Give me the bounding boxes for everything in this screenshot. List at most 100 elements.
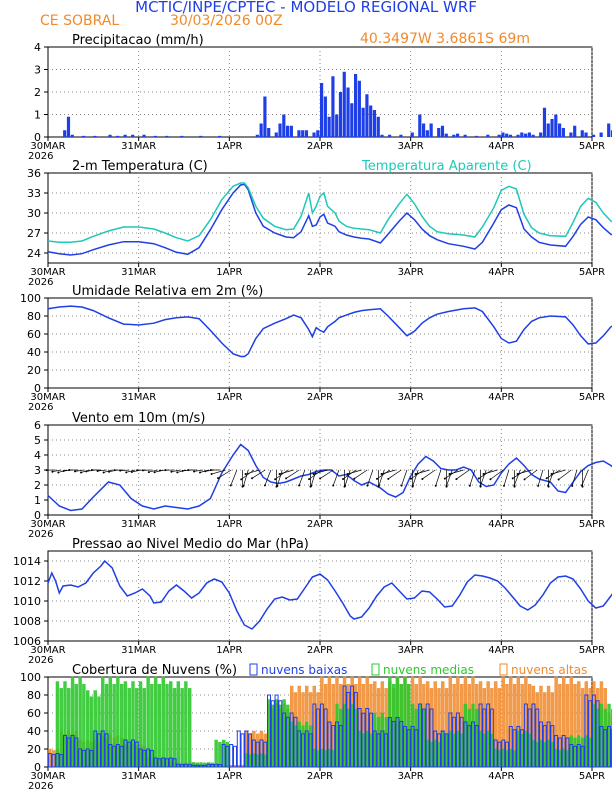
wind-vector-head: [85, 470, 88, 473]
wind-vector: [274, 469, 289, 480]
cloud-bar-nuvens-baixas: [429, 708, 434, 768]
cloud-bar-nuvens-baixas: [569, 744, 574, 768]
x-tick-label: 2APR: [307, 141, 333, 152]
cloud-bar-nuvens-baixas: [482, 708, 487, 768]
wind-vector-head: [51, 470, 54, 473]
x-tick-label: 4APR: [488, 392, 514, 403]
precip-bar: [274, 132, 278, 137]
x-tick-label: 1APR: [216, 645, 242, 656]
cloud-bar-nuvens-baixas: [47, 753, 52, 768]
wind-vector: [547, 469, 555, 486]
x-tick-label: 30MAR: [30, 645, 65, 656]
wind-vector-head: [187, 469, 190, 472]
wind-vector-head: [477, 477, 480, 480]
precip-bar: [516, 134, 520, 137]
y-tick-label: 1: [34, 109, 41, 122]
precip-bar: [592, 134, 596, 137]
cloud-bar-nuvens-baixas: [112, 745, 117, 768]
precip-bar: [63, 130, 67, 137]
cloud-bar-nuvens-medias: [180, 688, 184, 768]
wind-speed-point: [602, 460, 604, 462]
x-tick-label: 4APR: [488, 519, 514, 530]
cloud-bar-nuvens-baixas: [565, 737, 570, 768]
wind-vector-head: [366, 484, 369, 487]
cloud-bar-nuvens-baixas: [346, 691, 351, 768]
cloud-bar-nuvens-baixas: [100, 730, 105, 768]
cloud-bar-nuvens-baixas: [410, 726, 415, 768]
wind-vector-head: [400, 484, 403, 487]
cloud-bar-nuvens-baixas: [353, 691, 358, 768]
cloud-bar-nuvens-baixas: [183, 763, 188, 768]
wind-vector-head: [342, 477, 345, 480]
cloud-bar-nuvens-baixas: [214, 763, 219, 768]
wind-speed-point: [402, 492, 404, 493]
y-tick-label: 1014: [13, 555, 41, 568]
cloud-bar-nuvens-baixas: [282, 712, 287, 768]
y-tick-label: 80: [27, 689, 41, 702]
wind-speed-point: [81, 508, 83, 510]
wind-speed-point: [440, 468, 442, 469]
wind-vector: [446, 469, 453, 486]
series-line-pressao: [47, 559, 612, 630]
precip-bar: [546, 123, 550, 137]
precip-bar: [357, 80, 361, 137]
wind-vector-head: [409, 477, 412, 480]
x-tick-label: 3APR: [398, 645, 424, 656]
cloud-bar-nuvens-baixas: [131, 739, 135, 768]
wind-vector: [251, 469, 266, 479]
cloud-bar-nuvens-baixas: [134, 741, 139, 768]
wind-vector-head: [193, 470, 196, 473]
x-tick-label: 3APR: [398, 141, 424, 152]
wind-vector-head: [581, 484, 584, 487]
y-tick-label: 5: [34, 434, 41, 447]
panel-wind: 0 1 2 3 4 5 6 30MAR 31MAR 1APR 2APR 3APR 4APR 5APR 202…: [28, 411, 612, 540]
precip-bar: [539, 132, 543, 137]
wind-vector-head: [537, 484, 540, 487]
cloud-bar-nuvens-baixas: [376, 733, 381, 768]
series-line-temperatura: [47, 183, 612, 256]
x-tick-label: 2APR: [307, 392, 333, 403]
precip-bar: [70, 134, 74, 137]
cloud-bar-nuvens-baixas: [350, 685, 355, 768]
cloud-bar-nuvens-baixas: [610, 729, 612, 768]
wind-speed-point: [58, 505, 60, 507]
precip-bar: [584, 132, 588, 137]
cloud-bar-nuvens-baixas: [395, 717, 400, 768]
wind-speed-point: [379, 487, 381, 489]
x-tick-label: 1APR: [216, 519, 242, 530]
wind-speed-point: [353, 480, 355, 481]
x-tick-label: 5APR: [579, 141, 605, 152]
precip-bar: [573, 125, 577, 137]
wind-vector-head: [380, 473, 383, 476]
x-year-label: 2026: [28, 151, 53, 162]
precip-bar: [365, 94, 369, 137]
wind-vector: [422, 469, 436, 480]
precip-bar: [376, 116, 380, 137]
precip-bar: [153, 135, 157, 137]
precip-bar: [542, 107, 547, 137]
cloud-bar-nuvens-baixas: [467, 725, 472, 768]
wind-vector: [217, 469, 232, 479]
cloud-bar-nuvens-baixas: [531, 703, 536, 768]
wind-vector: [483, 469, 498, 475]
cloud-bar-nuvens-baixas: [335, 721, 339, 768]
wind-vector-head: [448, 473, 451, 476]
cloud-bar-nuvens-baixas: [267, 694, 271, 768]
x-tick-label: 31MAR: [121, 141, 156, 152]
cloud-bar-nuvens-baixas: [433, 730, 438, 768]
wind-speed-point: [485, 486, 487, 487]
cloud-bar-nuvens-baixas: [448, 712, 453, 768]
wind-vector-head: [468, 484, 471, 487]
wind-speed-point: [221, 472, 223, 474]
wind-speed-point: [557, 490, 559, 492]
cloud-bar-nuvens-baixas: [369, 712, 373, 768]
panel-precip: 0 1 2 3 4 30MAR 31MAR 1APR 2APR 3APR 4APR 5APR 2026 P…: [28, 33, 612, 162]
wind-vector-head: [421, 477, 424, 480]
precip-bar: [180, 135, 184, 137]
precip-bar: [580, 130, 584, 137]
y-tick-label: 0: [34, 761, 41, 774]
cloud-bar-nuvens-baixas: [165, 758, 169, 768]
cloud-bar-nuvens-baixas: [520, 729, 525, 768]
x-tick-label: 30MAR: [30, 771, 65, 782]
